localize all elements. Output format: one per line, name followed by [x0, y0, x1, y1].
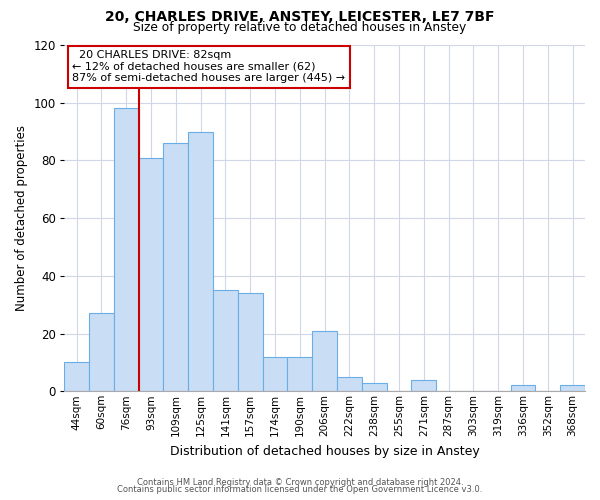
- Text: 20, CHARLES DRIVE, ANSTEY, LEICESTER, LE7 7BF: 20, CHARLES DRIVE, ANSTEY, LEICESTER, LE…: [105, 10, 495, 24]
- Bar: [188, 132, 213, 392]
- Y-axis label: Number of detached properties: Number of detached properties: [15, 125, 28, 311]
- Bar: [89, 314, 114, 392]
- Text: 20 CHARLES DRIVE: 82sqm
← 12% of detached houses are smaller (62)
87% of semi-de: 20 CHARLES DRIVE: 82sqm ← 12% of detache…: [72, 50, 345, 84]
- Bar: [213, 290, 238, 392]
- Bar: [64, 362, 89, 392]
- Bar: [560, 386, 585, 392]
- X-axis label: Distribution of detached houses by size in Anstey: Distribution of detached houses by size …: [170, 444, 479, 458]
- Bar: [139, 158, 163, 392]
- Bar: [337, 377, 362, 392]
- Bar: [238, 293, 263, 392]
- Bar: [163, 143, 188, 392]
- Bar: [511, 386, 535, 392]
- Bar: [263, 356, 287, 392]
- Text: Contains public sector information licensed under the Open Government Licence v3: Contains public sector information licen…: [118, 484, 482, 494]
- Text: Size of property relative to detached houses in Anstey: Size of property relative to detached ho…: [133, 21, 467, 34]
- Bar: [312, 330, 337, 392]
- Bar: [362, 382, 386, 392]
- Bar: [114, 108, 139, 392]
- Text: Contains HM Land Registry data © Crown copyright and database right 2024.: Contains HM Land Registry data © Crown c…: [137, 478, 463, 487]
- Bar: [412, 380, 436, 392]
- Bar: [287, 356, 312, 392]
